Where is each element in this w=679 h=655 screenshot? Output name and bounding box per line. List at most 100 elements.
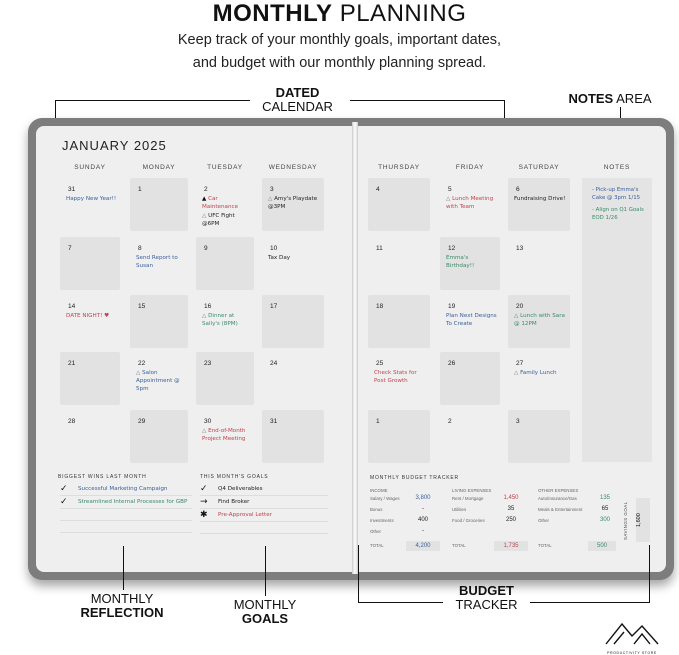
callout-line — [350, 100, 505, 101]
calendar-day-cell[interactable]: 12 Emma's Birthday!! — [440, 237, 500, 290]
other-row-value[interactable]: 65 — [601, 506, 609, 512]
event-text: Plan Next Designs To Create — [446, 313, 497, 327]
event-text: DATE NIGHT! ♥ — [66, 313, 110, 319]
calendar-day-cell[interactable]: 28 — [60, 410, 120, 463]
income-row-value[interactable]: - — [422, 528, 424, 534]
wins-item[interactable] — [60, 521, 192, 533]
calendar-day-cell[interactable]: 20 △ Lunch with Sara @ 12PM — [508, 295, 570, 348]
calendar-day-cell[interactable]: 3 — [508, 410, 570, 463]
calendar-day-cell[interactable]: 1 — [130, 178, 188, 231]
income-row-label: Other — [370, 529, 381, 534]
calendar-event[interactable]: Plan Next Designs To Create — [446, 312, 498, 328]
calendar-event[interactable]: Check Stats for Post Growth — [374, 369, 428, 385]
goals-item[interactable]: → Find Broker — [200, 496, 328, 509]
calendar-day-cell[interactable]: 6 Fundraising Drive! — [508, 178, 570, 231]
savings-goal-value[interactable]: 1,600 — [636, 498, 650, 542]
calendar-event[interactable]: Emma's Birthday!! — [446, 254, 498, 270]
calendar-day-cell[interactable]: 10 Tax Day — [262, 237, 324, 290]
living-row-value[interactable]: 250 — [505, 517, 516, 523]
other-total-value[interactable]: 500 — [588, 541, 616, 551]
calendar-event[interactable]: △ Salon Appointment @ 5pm — [136, 369, 186, 393]
calendar-day-cell[interactable]: 2 — [440, 410, 500, 463]
calendar-event[interactable]: ▲ Car Maintenance — [202, 195, 252, 211]
living-row-value[interactable]: 35 — [507, 506, 515, 512]
calendar-day-cell[interactable]: 15 — [130, 295, 188, 348]
subtitle-line-1: Keep track of your monthly goals, import… — [177, 32, 502, 48]
calendar-day-cell[interactable]: 24 — [262, 352, 324, 405]
calendar-day-cell[interactable]: 5 △ Lunch Meeting with Team — [440, 178, 500, 231]
calendar-event[interactable]: △ Lunch with Sara @ 12PM — [514, 312, 568, 328]
calendar-event[interactable]: Fundraising Drive! — [514, 195, 568, 203]
triangle-icon: △ — [202, 213, 209, 219]
other-total-label: TOTAL — [538, 543, 552, 548]
calendar-event[interactable]: Send Report to Susan — [136, 254, 186, 270]
calendar-day-cell[interactable]: 31 Happy New Year!! — [60, 178, 120, 231]
notes-area[interactable] — [582, 178, 652, 462]
callout-line — [358, 602, 443, 603]
calendar-day-cell[interactable]: 14 DATE NIGHT! ♥ — [60, 295, 120, 348]
income-total-value[interactable]: 4,200 — [406, 541, 440, 551]
calendar-event[interactable]: DATE NIGHT! ♥ — [66, 312, 118, 320]
calendar-day-cell[interactable]: 2 ▲ Car Maintenance △ UFC Fight @6PM — [196, 178, 254, 231]
event-list: Send Report to Susan — [136, 254, 186, 270]
calendar-event[interactable]: Happy New Year!! — [66, 195, 118, 203]
callout-line — [649, 545, 650, 603]
calendar-event[interactable]: △ Family Lunch — [514, 369, 568, 377]
calendar-day-cell[interactable]: 3 △ Amy's Playdate @3PM — [262, 178, 324, 231]
goals-list: ✓ Q4 Deliverables → Find Broker ✱ Pre-Approva… — [200, 483, 328, 534]
calendar-day-cell[interactable]: 4 — [368, 178, 430, 231]
calendar-day-cell[interactable]: 7 — [60, 237, 120, 290]
calendar-day-cell[interactable]: 29 — [130, 410, 188, 463]
calendar-day-cell[interactable]: 8 Send Report to Susan — [130, 237, 188, 290]
calendar-day-cell[interactable]: 1 — [368, 410, 430, 463]
living-total-value[interactable]: 1,735 — [494, 541, 528, 551]
wins-item[interactable]: ✓ Successful Marketing Campaign — [60, 483, 192, 496]
checkmark-icon: ✓ — [60, 484, 68, 494]
notes-list: - Pick-up Emma's Cake @ 3pm 1/15 - Align… — [592, 186, 650, 222]
day-number: 3 — [516, 418, 520, 425]
day-number: 24 — [270, 360, 278, 367]
calendar-day-cell[interactable]: 11 — [368, 237, 430, 290]
other-row-label: Meals & Entertainment — [538, 507, 583, 512]
calendar-event[interactable]: △ Lunch Meeting with Team — [446, 195, 498, 211]
income-row-value[interactable]: - — [422, 506, 424, 512]
calendar-day-cell[interactable]: 13 — [508, 237, 570, 290]
calendar-day-cell[interactable]: 16 △ Dinner at Sally's (8PM) — [196, 295, 254, 348]
other-row-value[interactable]: 300 — [599, 517, 610, 523]
income-row-value[interactable]: 400 — [417, 517, 428, 523]
living-row-value[interactable]: 1,450 — [503, 495, 519, 501]
calendar-event[interactable]: △ UFC Fight @6PM — [202, 212, 252, 228]
calendar-day-cell[interactable]: 17 — [262, 295, 324, 348]
event-text: Fundraising Drive! — [514, 196, 566, 202]
calendar-day-cell[interactable]: 22 △ Salon Appointment @ 5pm — [130, 352, 188, 405]
triangle-icon: △ — [514, 313, 521, 319]
wins-text: Successful Marketing Campaign — [78, 486, 168, 492]
income-row-value[interactable]: 3,800 — [415, 495, 431, 501]
calendar-day-cell[interactable]: 25 Check Stats for Post Growth — [368, 352, 430, 405]
calendar-day-cell[interactable]: 19 Plan Next Designs To Create — [440, 295, 500, 348]
calendar-day-cell[interactable]: 26 — [440, 352, 500, 405]
calendar-day-cell[interactable]: 9 — [196, 237, 254, 290]
calendar-event[interactable]: Tax Day — [268, 254, 322, 262]
goals-item[interactable] — [200, 522, 328, 534]
calendar-day-cell[interactable]: 18 — [368, 295, 430, 348]
calendar-event[interactable]: △ Amy's Playdate @3PM — [268, 195, 322, 211]
calendar-event[interactable]: △ Dinner at Sally's (8PM) — [202, 312, 252, 328]
day-header: TUESDAY — [207, 164, 243, 171]
day-number: 26 — [448, 360, 456, 367]
calendar-event[interactable]: △ End-of-Month Project Meeting — [202, 427, 252, 443]
goals-item[interactable]: ✓ Q4 Deliverables — [200, 483, 328, 496]
calendar-day-cell[interactable]: 30 △ End-of-Month Project Meeting — [196, 410, 254, 463]
calendar-day-cell[interactable]: 27 △ Family Lunch — [508, 352, 570, 405]
income-row-label: Salary / Wages — [370, 496, 400, 501]
calendar-day-cell[interactable]: 23 — [196, 352, 254, 405]
goals-item[interactable]: ✱ Pre-Approval Letter — [200, 509, 328, 522]
income-label: INCOME — [370, 488, 388, 493]
other-row-value[interactable]: 135 — [599, 495, 610, 501]
calendar-day-cell[interactable]: 21 — [60, 352, 120, 405]
wins-item[interactable] — [60, 509, 192, 521]
calendar-day-cell[interactable]: 31 — [262, 410, 324, 463]
event-text: Check Stats for Post Growth — [374, 370, 417, 384]
day-number: 25 — [376, 360, 384, 367]
wins-item[interactable]: ✓ Streamlined Internal Processes for GBP — [60, 496, 192, 509]
